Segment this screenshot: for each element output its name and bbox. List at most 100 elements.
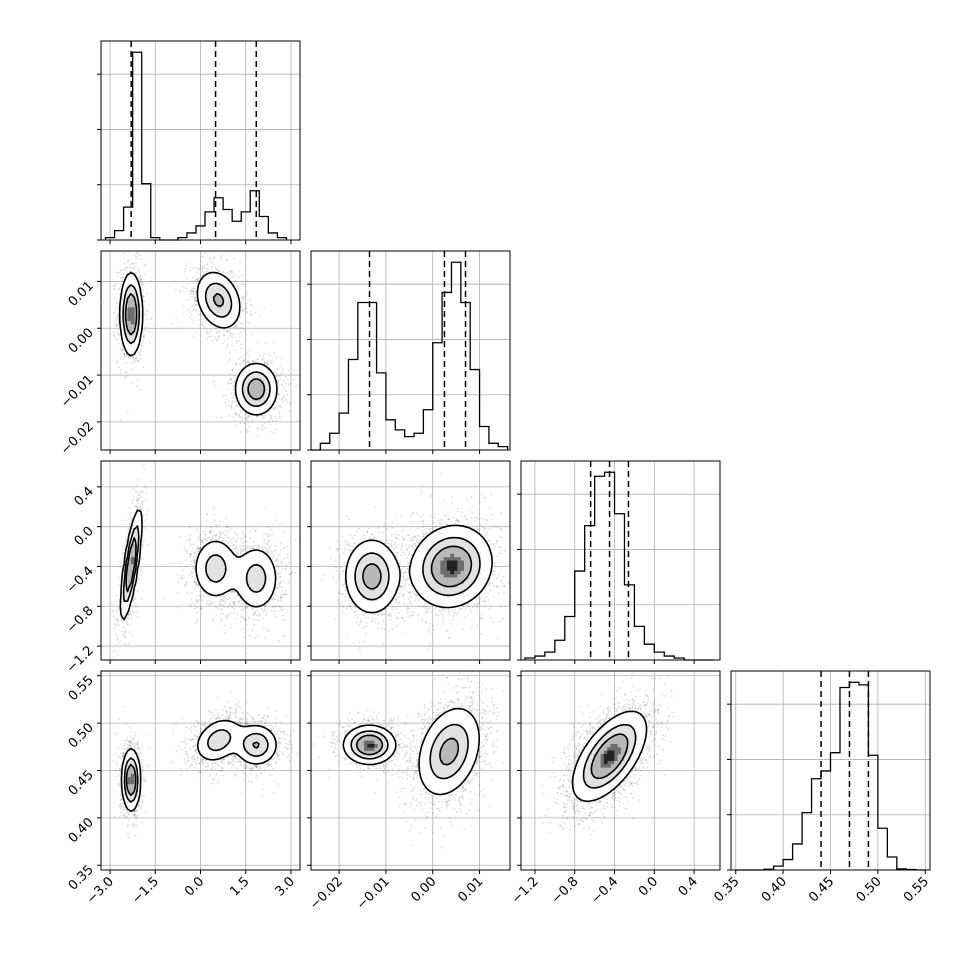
- sample-point: [189, 553, 192, 556]
- sample-point: [188, 298, 191, 301]
- density-cell: [250, 406, 254, 411]
- density-cell: [124, 340, 128, 345]
- sample-point: [205, 268, 208, 270]
- sample-point: [138, 506, 141, 509]
- density-cell: [200, 280, 205, 285]
- sample-point: [129, 263, 132, 266]
- density-cell: [130, 274, 135, 278]
- sample-point: [227, 272, 230, 275]
- sample-point: [240, 322, 243, 325]
- sample-point: [193, 288, 196, 290]
- sample-point: [132, 488, 135, 490]
- sample-point: [204, 534, 207, 536]
- sample-point: [131, 262, 134, 265]
- sample-point: [117, 637, 119, 640]
- sample-point: [142, 339, 144, 342]
- sample-point: [198, 550, 200, 553]
- sample-point: [141, 500, 144, 502]
- sample-point: [201, 539, 204, 542]
- density-cell: [256, 380, 261, 385]
- density-cell: [127, 277, 132, 282]
- density-cell: [137, 297, 142, 302]
- sample-point: [129, 514, 132, 517]
- sample-point: [117, 653, 120, 656]
- sample-point: [248, 321, 251, 324]
- sample-point: [277, 379, 280, 382]
- sample-point: [212, 530, 215, 533]
- sample-point: [136, 379, 139, 382]
- sample-point: [283, 394, 285, 397]
- y-tick-label: 0.01: [66, 279, 97, 310]
- sample-point: [122, 362, 125, 365]
- sample-point: [223, 339, 226, 342]
- sample-point: [241, 416, 244, 419]
- sample-point: [244, 353, 247, 356]
- sample-point: [208, 536, 211, 539]
- sample-point: [197, 548, 199, 551]
- density-cell: [210, 284, 215, 288]
- sample-point: [193, 567, 196, 569]
- sample-point: [215, 526, 218, 528]
- sample-point: [143, 538, 146, 540]
- sample-point: [194, 310, 197, 313]
- sample-point: [130, 614, 133, 616]
- sample-point: [226, 598, 229, 601]
- sample-point: [196, 547, 198, 550]
- sample-point: [277, 382, 280, 384]
- sample-point: [239, 327, 241, 329]
- sample-point: [263, 417, 265, 420]
- sample-point: [231, 368, 234, 371]
- sample-point: [195, 282, 198, 285]
- sample-point: [115, 624, 118, 627]
- sample-point: [187, 308, 190, 311]
- sample-point: [174, 289, 177, 292]
- sample-point: [189, 553, 191, 556]
- density-cell: [250, 386, 254, 391]
- sample-point: [260, 429, 263, 431]
- density-cell: [233, 294, 238, 298]
- sample-point: [195, 611, 198, 614]
- density-cell: [266, 400, 271, 404]
- sample-point: [242, 310, 245, 313]
- sample-point: [209, 257, 212, 259]
- sample-point: [222, 271, 225, 273]
- density-cell: [223, 307, 228, 312]
- density-cell: [243, 393, 248, 398]
- sample-point: [218, 531, 221, 533]
- sample-point: [207, 331, 210, 334]
- sample-point: [116, 618, 119, 620]
- sample-point: [130, 270, 132, 273]
- density-cell: [213, 307, 218, 312]
- sample-point: [245, 413, 248, 415]
- sample-point: [125, 371, 127, 374]
- sample-point: [284, 399, 287, 402]
- sample-point: [216, 331, 219, 334]
- sample-point: [231, 344, 233, 347]
- sample-point: [132, 356, 135, 359]
- density-cell: [217, 277, 221, 282]
- density-cell: [273, 386, 278, 391]
- sample-point: [116, 638, 118, 641]
- sample-point: [235, 413, 238, 416]
- density-cell: [213, 317, 218, 322]
- sample-point: [200, 596, 203, 599]
- sample-point: [289, 402, 292, 404]
- sample-point: [242, 283, 245, 286]
- sample-point: [196, 277, 198, 280]
- sample-point: [146, 509, 149, 512]
- sample-point: [194, 291, 197, 293]
- sample-point: [286, 400, 288, 403]
- sample-point: [135, 490, 138, 493]
- density-cell: [220, 294, 225, 298]
- sample-point: [128, 507, 131, 510]
- sample-point: [134, 354, 137, 356]
- sample-point: [191, 304, 194, 307]
- sample-point: [235, 363, 238, 366]
- sample-point: [142, 540, 145, 543]
- sample-point: [125, 272, 128, 275]
- density-cell: [223, 320, 228, 325]
- sample-point: [244, 535, 247, 538]
- sample-point: [194, 581, 196, 584]
- sample-point: [113, 287, 116, 290]
